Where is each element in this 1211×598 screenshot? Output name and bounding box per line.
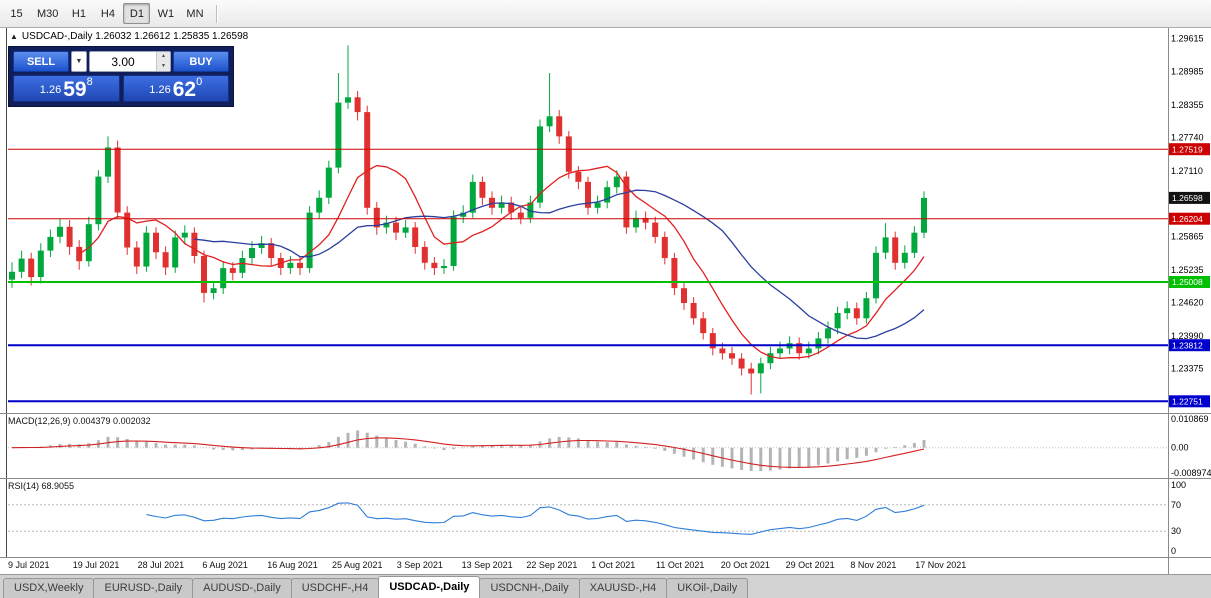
timeframe-button-h4[interactable]: H4: [94, 3, 121, 24]
rsi-axis-label: 100: [1171, 480, 1186, 490]
date-label: 16 Aug 2021: [267, 560, 318, 570]
price-tag: 1.23812: [1169, 339, 1210, 352]
svg-text:1.22751: 1.22751: [1172, 397, 1203, 407]
timeframe-button-d1[interactable]: D1: [123, 3, 151, 24]
date-label: 11 Oct 2021: [656, 560, 705, 570]
chart-tab-eurusd-daily[interactable]: EURUSD-,Daily: [93, 578, 194, 598]
chart-title-row: ▲ USDCAD-,Daily 1.26032 1.26612 1.25835 1…: [10, 31, 248, 42]
lot-decrease-button[interactable]: ▼: [157, 61, 170, 71]
svg-text:1.27519: 1.27519: [1172, 144, 1203, 154]
chart-tab-usdcnh-daily[interactable]: USDCNH-,Daily: [479, 578, 580, 598]
chart-tab-usdx-weekly[interactable]: USDX,Weekly: [3, 578, 95, 598]
date-label: 29 Oct 2021: [785, 560, 835, 570]
price-axis-label: 1.27740: [1171, 133, 1204, 143]
sell-price-main: 59: [63, 78, 87, 101]
chart-left-frame: [6, 28, 7, 557]
lot-size-input[interactable]: [90, 53, 156, 70]
price-axis-label: 1.23375: [1171, 363, 1204, 373]
chart-tab-ukoil-daily[interactable]: UKOil-,Daily: [666, 578, 749, 598]
lot-increase-button[interactable]: ▲: [157, 52, 170, 62]
price-axis-label: 1.28355: [1171, 100, 1204, 110]
svg-text:1.26598: 1.26598: [1172, 193, 1203, 203]
price-axis-label: 1.27110: [1171, 166, 1203, 176]
date-label: 9 Jul 2021: [8, 560, 50, 570]
price-tag: 1.26598: [1169, 191, 1210, 204]
timeframe-button-15[interactable]: 15: [3, 3, 30, 24]
date-label: 1 Oct 2021: [591, 560, 636, 570]
macd-axis-label: -0.008974: [1171, 468, 1211, 478]
date-label: 6 Aug 2021: [202, 560, 248, 570]
price-tag: 1.22751: [1169, 395, 1210, 408]
price-axis-label: 1.25865: [1171, 232, 1204, 242]
chart-title: USDCAD-,Daily 1.26032 1.26612 1.25835 1.…: [21, 31, 249, 42]
price-axis-label: 1.29615: [1171, 33, 1204, 43]
price-axis-label: 1.24620: [1171, 298, 1204, 308]
rsi-axis-label: 70: [1171, 500, 1181, 510]
date-label: 25 Aug 2021: [332, 560, 383, 570]
svg-text:1.23812: 1.23812: [1172, 340, 1203, 350]
price-axis-label: 1.23990: [1171, 331, 1204, 341]
buy-price-pip: 0: [196, 76, 203, 88]
timeframe-button-w1[interactable]: W1: [152, 3, 179, 24]
date-label: 17 Nov 2021: [915, 560, 967, 570]
buy-button[interactable]: BUY: [173, 51, 229, 72]
chart-window: 1.29615 1.28985 1.28355 1.27740 1.27110 1.258…: [0, 28, 1211, 574]
rsi-axis-label: 30: [1171, 526, 1181, 536]
price-tag: 1.26204: [1169, 212, 1210, 225]
price-tag: 1.27519: [1169, 143, 1210, 156]
one-click-toggle-icon[interactable]: ▲: [10, 32, 18, 41]
buy-price-display[interactable]: 1.26 62 0: [122, 75, 229, 102]
one-click-trading-panel: SELL ▼ ▲ ▼ BUY 1.26 59 8 1.26 62 0: [8, 46, 234, 107]
price-tag: 1.25008: [1169, 276, 1210, 288]
sell-price-display[interactable]: 1.26 59 8: [13, 75, 120, 102]
macd-chart[interactable]: 0.010869 0.00 -0.008974: [0, 414, 1211, 478]
date-label: 8 Nov 2021: [850, 560, 897, 570]
lot-stepper: ▲ ▼: [156, 52, 170, 71]
lot-presets-dropdown[interactable]: ▼: [71, 51, 87, 72]
buy-price-main: 62: [172, 78, 197, 101]
chart-tab-audusd-daily[interactable]: AUDUSD-,Daily: [192, 578, 292, 598]
rsi-chart[interactable]: 100 70 30 0: [0, 479, 1211, 557]
date-label: 13 Sep 2021: [461, 560, 513, 570]
price-chart[interactable]: 1.29615 1.28985 1.28355 1.27740 1.27110 1.258…: [0, 28, 1211, 413]
macd-axis-label: 0.00: [1171, 443, 1189, 453]
panel-separator: [0, 557, 1211, 558]
chevron-down-icon: ▼: [75, 58, 83, 65]
sell-button[interactable]: SELL: [13, 51, 69, 72]
macd-label: MACD(12,26,9) 0.004379 0.002032: [8, 416, 151, 426]
price-axis-border: [1168, 28, 1169, 574]
timeframe-toolbar: 15 M30 H1 H4 D1 W1 MN: [0, 0, 1211, 28]
timeframe-button-mn[interactable]: MN: [181, 3, 208, 24]
price-axis-label: 1.28985: [1171, 67, 1204, 77]
macd-axis-label: 0.010869: [1171, 414, 1209, 424]
sell-price-prefix: 1.26: [39, 84, 62, 96]
panel-separator[interactable]: [0, 478, 1211, 479]
panel-separator[interactable]: [0, 413, 1211, 414]
date-label: 20 Oct 2021: [720, 560, 770, 570]
rsi-axis-label: 0: [1171, 546, 1176, 556]
chart-tab-xauusd-h4[interactable]: XAUUSD-,H4: [578, 578, 668, 598]
lot-size-field: ▲ ▼: [89, 51, 171, 72]
date-label: 28 Jul 2021: [137, 560, 185, 570]
sell-price-pip: 8: [86, 76, 93, 88]
buy-price-prefix: 1.26: [149, 84, 171, 96]
price-axis-label: 1.25235: [1171, 265, 1204, 275]
rsi-label: RSI(14) 68.9055: [8, 481, 75, 491]
timeframe-button-m30[interactable]: M30: [32, 3, 63, 24]
svg-text:1.26204: 1.26204: [1172, 214, 1203, 224]
date-label: 22 Sep 2021: [526, 560, 578, 570]
timeframe-button-h1[interactable]: H1: [65, 3, 92, 24]
toolbar-separator: [215, 4, 218, 23]
svg-text:1.25008: 1.25008: [1172, 277, 1203, 287]
time-axis[interactable]: 9 Jul 2021 19 Jul 2021 28 Jul 2021 6 Aug 20…: [0, 558, 1211, 574]
chart-tab-usdchf-h4[interactable]: USDCHF-,H4: [290, 578, 380, 598]
date-label: 19 Jul 2021: [72, 560, 120, 570]
chart-tab-usdcad-daily[interactable]: USDCAD-,Daily: [378, 576, 481, 598]
date-label: 3 Sep 2021: [396, 560, 443, 570]
chart-tabs-bar: USDX,Weekly EURUSD-,Daily AUDUSD-,Daily USD…: [0, 574, 1211, 598]
